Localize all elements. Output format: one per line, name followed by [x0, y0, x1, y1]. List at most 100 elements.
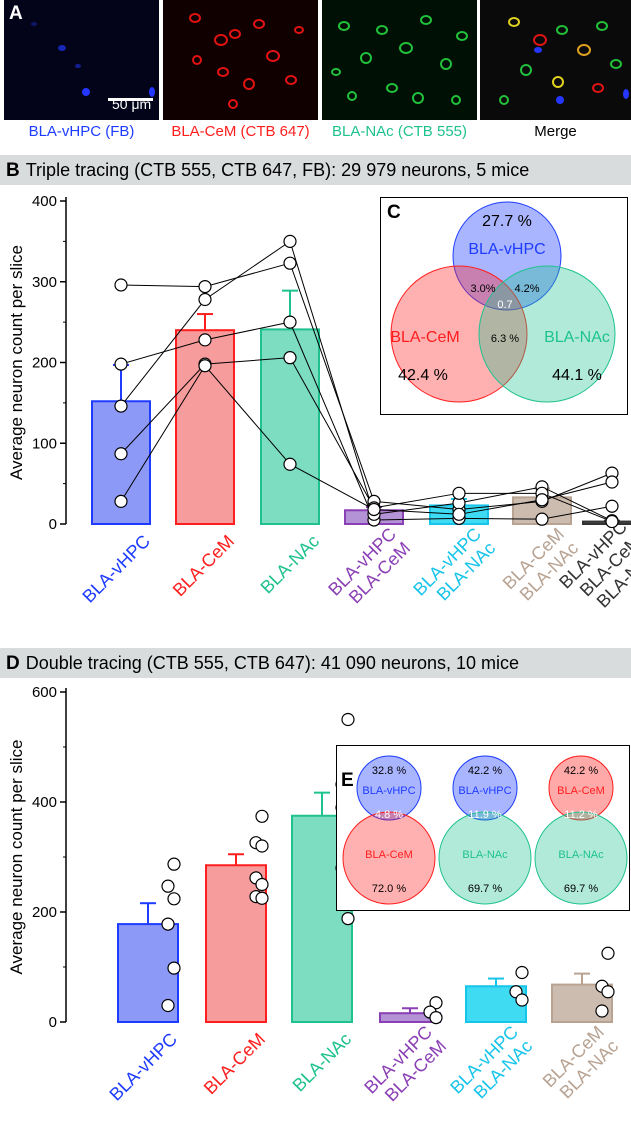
- subject-point: [452, 507, 466, 521]
- venn-pct-top: 42.2 %: [468, 765, 502, 777]
- channel-label-nac: BLA-NAc (CTB 555): [331, 123, 468, 140]
- y-tick-label: 200: [32, 355, 57, 372]
- venn-circle-bottom: [342, 811, 436, 905]
- micrograph-nac: [322, 0, 477, 120]
- subject-point: [283, 315, 297, 329]
- category-label: BLA-vHPCBLA-NAc: [409, 524, 499, 614]
- category-label: BLA-vHPC: [105, 1029, 181, 1105]
- data-point: [341, 712, 355, 727]
- venn-label-bottom: BLA-NAc: [462, 849, 508, 861]
- data-point: [167, 857, 181, 871]
- subject-point: [452, 486, 466, 500]
- category-label: BLA-CeM: [200, 1029, 269, 1098]
- subject-point: [367, 502, 381, 517]
- venn-pct-all: 0.7: [497, 299, 512, 311]
- y-tick-label: 400: [32, 193, 57, 210]
- venn-circle-vhpc: [452, 201, 562, 311]
- venn-pct-vhpc-cem: 3.0%: [470, 283, 495, 295]
- y-tick-label: 600: [32, 684, 57, 701]
- micrograph-nac-cells: [331, 15, 468, 105]
- subject-point: [283, 351, 297, 365]
- micrograph-cem-cells: [189, 13, 304, 109]
- subject-point: [114, 447, 128, 461]
- venn-label-top: BLA-CeM: [557, 785, 605, 797]
- venn-circle-top: [548, 755, 614, 821]
- category-label: BLA-CeM: [169, 531, 238, 600]
- subject-point: [114, 494, 128, 508]
- panel-d-title: Double tracing (CTB 555, CTB 647): 41 09…: [25, 653, 519, 673]
- panel-b-title: Triple tracing (CTB 555, CTB 647, FB): 2…: [25, 160, 530, 180]
- venn-pct-cem-nac: 6.3 %: [491, 333, 519, 345]
- channel-label-cem: BLA-CeM (CTB 647): [171, 123, 310, 140]
- venn-pct-overlap: 4.8 %: [375, 809, 403, 821]
- venn-circle-nac: [478, 265, 616, 403]
- venn-pct-bottom: 69.7 %: [564, 883, 598, 895]
- data-point: [161, 998, 175, 1013]
- subject-point: [535, 512, 549, 526]
- panel-c-frame: C 27.7 % BLA-vHPC BLA-CeM 42.4 % BLA-NAc 44.1…: [380, 197, 628, 415]
- y-tick-label: 100: [32, 435, 57, 452]
- category-label-line: BLA-CeM: [200, 1029, 269, 1098]
- y-tick-label: 0: [49, 1014, 57, 1031]
- subject-point: [283, 457, 297, 471]
- venn-label-bottom: BLA-NAc: [558, 849, 604, 861]
- data-point: [515, 965, 529, 980]
- panel-b-label: B: [6, 160, 20, 181]
- venn-pct-overlap: 11.2 %: [564, 809, 598, 821]
- data-point: [429, 996, 443, 1010]
- y-tick-label: 0: [49, 516, 57, 533]
- venn-pct-vhpc-nac: 4.2%: [514, 283, 539, 295]
- category-label: BLA-vHPCBLA-CeM: [360, 1022, 450, 1112]
- data-point: [515, 993, 529, 1007]
- venn-pct-nac: 44.1 %: [552, 367, 602, 384]
- panel-b-title-bar: B Triple tracing (CTB 555, CTB 647, FB): …: [0, 155, 631, 185]
- subject-point: [535, 493, 549, 507]
- subject-point: [198, 359, 212, 373]
- data-point: [161, 917, 175, 931]
- venn-pct-top: 32.8 %: [372, 765, 406, 777]
- panel-e-label: E: [341, 770, 354, 791]
- micrograph-cem: [163, 0, 318, 120]
- y-axis-label: Average neuron count per slice: [7, 739, 26, 974]
- panel-d-label: D: [6, 653, 20, 674]
- venn-pct-vhpc: 27.7 %: [482, 213, 532, 230]
- y-tick-label: 400: [32, 794, 57, 811]
- panel-a-label: A: [9, 3, 23, 24]
- category-label: BLA-vHPCBLA-CeMBLA-NAc: [555, 517, 631, 621]
- micrograph-merge-cells: [499, 17, 629, 105]
- y-tick-label: 200: [32, 904, 57, 921]
- micrograph-merge: [480, 0, 631, 120]
- triple-tracing-chart: 0 100 200 300 400 Average neuron count per sl…: [7, 193, 631, 621]
- subject-point: [605, 499, 619, 513]
- scale-bar-label: 50 μm: [112, 96, 152, 112]
- venn-circle-bottom: [438, 811, 532, 905]
- panel-c-label: C: [387, 202, 401, 223]
- category-label: BLA-CeMBLA-NAc: [539, 1022, 622, 1105]
- data-point: [255, 839, 269, 853]
- channel-label-vhpc: BLA-vHPC (FB): [28, 123, 135, 140]
- category-label: BLA-NAc: [257, 531, 323, 597]
- subject-point: [198, 279, 212, 294]
- venn-label-top: BLA-vHPC: [458, 785, 511, 797]
- subject-point: [605, 514, 619, 529]
- venn-pct-bottom: 72.0 %: [372, 883, 406, 895]
- subject-point: [283, 256, 297, 270]
- data-point: [167, 892, 181, 906]
- category-label-line: BLA-NAc: [257, 531, 323, 597]
- pairwise-venns: 32.8 % BLA-vHPC 4.8 % BLA-CeM 72.0 % 42.2 % BL…: [342, 755, 628, 905]
- y-tick-label: 300: [32, 274, 57, 291]
- venn-circle-top: [452, 755, 518, 821]
- data-point: [601, 985, 615, 999]
- venn-pct-bottom: 69.7 %: [468, 883, 502, 895]
- data-point: [595, 1004, 609, 1018]
- venn-label-top: BLA-vHPC: [362, 785, 415, 797]
- data-point: [429, 1011, 443, 1025]
- data-point: [255, 877, 269, 892]
- subject-point: [114, 399, 128, 413]
- category-label: BLA-NAc: [289, 1029, 355, 1095]
- venn-label-cem: BLA-CeM: [390, 329, 459, 346]
- subject-point: [198, 292, 212, 307]
- category-label-line: BLA-CeM: [169, 531, 238, 600]
- channel-label-merge: Merge: [534, 123, 577, 140]
- venn-circle-bottom: [534, 811, 628, 905]
